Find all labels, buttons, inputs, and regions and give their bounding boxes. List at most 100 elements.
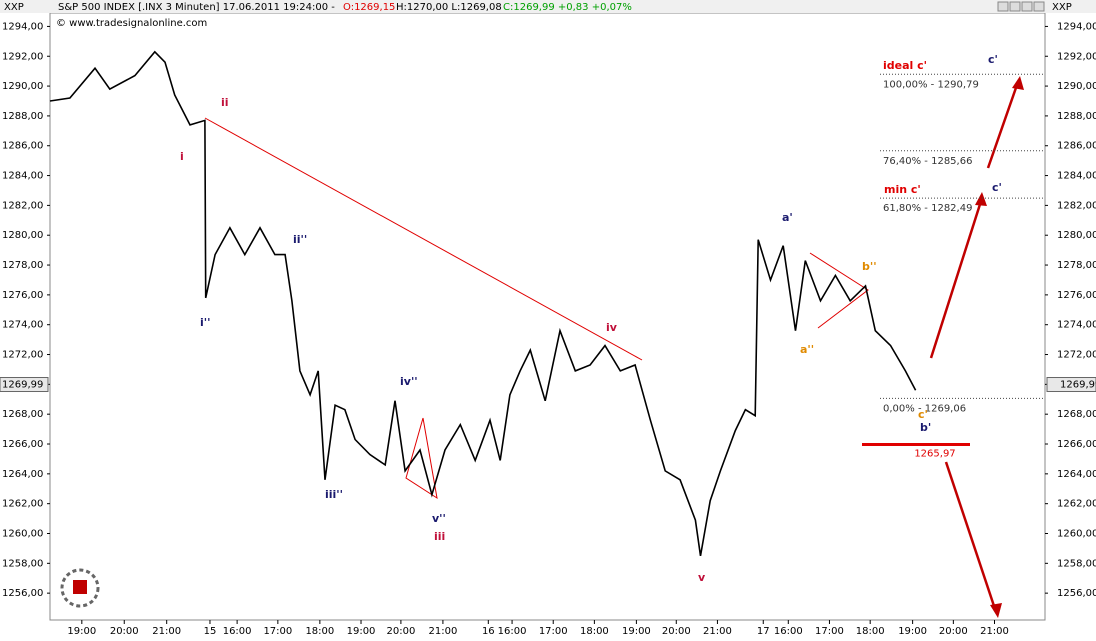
x-tick-label: 20:00 <box>110 626 139 637</box>
x-tick-label: 17 <box>757 626 770 637</box>
x-tick-label: 21:00 <box>152 626 181 637</box>
price-line <box>49 50 917 557</box>
high-low: H:1270,00 L:1269,08 <box>396 2 502 13</box>
wave-label: v <box>698 571 706 584</box>
wave-label: iii'' <box>325 488 343 501</box>
wave-label: min c' <box>884 183 921 196</box>
wave-label: v'' <box>432 512 446 525</box>
button[interactable] <box>1021 1 1033 12</box>
logo-wreath <box>60 568 100 608</box>
wave-label: iii <box>434 530 445 543</box>
x-tick-label: 18:00 <box>580 626 609 637</box>
x-tick-label: 19:00 <box>67 626 96 637</box>
x-tick-label: 20:00 <box>662 626 691 637</box>
open-price: O:1269,15 <box>343 2 395 13</box>
y-tick-label-right: 1272,00 <box>1057 350 1096 361</box>
x-tick-label: 15 <box>204 626 217 637</box>
wave-label: i <box>180 150 184 163</box>
trend-line <box>204 117 643 361</box>
last-price-label: 1269,99 <box>1060 380 1096 391</box>
symbol-right: XXP <box>1052 2 1072 13</box>
logo-figure <box>73 580 87 594</box>
button[interactable] <box>997 1 1009 12</box>
fib-label: 76,40% - 1285,66 <box>883 156 972 167</box>
wave-label: ideal c' <box>883 59 927 72</box>
triangle <box>809 252 869 329</box>
x-tick-label: 20:00 <box>386 626 415 637</box>
x-tick-label: 20:00 <box>939 626 968 637</box>
x-tick-label: 17:00 <box>539 626 568 637</box>
y-tick-label: 1280,00 <box>2 230 43 241</box>
y-tick-label: 1256,00 <box>2 588 43 599</box>
last-price-box <box>0 377 49 393</box>
x-tick-label: 19:00 <box>347 626 376 637</box>
y-tick-label-right: 1294,00 <box>1057 21 1096 32</box>
y-tick-label-right: 1274,00 <box>1057 320 1096 331</box>
plot-frame <box>49 12 1046 621</box>
y-tick-label-right: 1286,00 <box>1057 141 1096 152</box>
y-tick-label: 1292,00 <box>2 51 43 62</box>
last-price-box <box>1046 377 1096 393</box>
wave-label: a'' <box>800 343 814 356</box>
x-tick-label: 16:00 <box>223 626 252 637</box>
x-tick-label: 17:00 <box>815 626 844 637</box>
last-price-label: 1269,99 <box>2 380 43 391</box>
y-tick-label-right: 1282,00 <box>1057 200 1096 211</box>
arrow <box>986 81 1020 169</box>
copyright: © www.tradesignalonline.com <box>56 18 207 29</box>
y-tick-label-right: 1258,00 <box>1057 558 1096 569</box>
arrow <box>944 461 998 613</box>
arrow <box>929 197 984 359</box>
y-tick-label-right: 1280,00 <box>1057 230 1096 241</box>
close-price: C:1269,99 +0,83 +0,07% <box>503 2 632 13</box>
arrow-head <box>975 192 987 206</box>
window-buttons[interactable] <box>997 1 1045 12</box>
y-tick-label: 1286,00 <box>2 141 43 152</box>
x-tick-label: 16 <box>482 626 495 637</box>
wave-label: i'' <box>200 316 211 329</box>
y-tick-label: 1282,00 <box>2 200 43 211</box>
wave-label: ii <box>221 96 229 109</box>
x-tick-label: 21:00 <box>428 626 457 637</box>
header-bar <box>0 0 1096 13</box>
x-tick-label: 21:00 <box>980 626 1009 637</box>
support-label: 1265,97 <box>914 448 955 459</box>
y-tick-label-right: 1276,00 <box>1057 290 1096 301</box>
wave-label: ii'' <box>293 233 307 246</box>
symbol: XXP <box>4 2 24 13</box>
x-tick-label: 18:00 <box>856 626 885 637</box>
wave-label: b'' <box>862 260 877 273</box>
logo <box>60 568 100 608</box>
y-tick-label-right: 1256,00 <box>1057 588 1096 599</box>
fib-label: 61,80% - 1282,49 <box>883 203 972 214</box>
wave-label: iv <box>606 321 618 334</box>
x-tick-label: 16:00 <box>774 626 803 637</box>
wave-label: a' <box>782 211 793 224</box>
y-tick-label: 1294,00 <box>2 21 43 32</box>
wave-label: iv'' <box>400 375 418 388</box>
y-tick-label: 1258,00 <box>2 558 43 569</box>
y-tick-label: 1288,00 <box>2 111 43 122</box>
y-tick-label: 1272,00 <box>2 350 43 361</box>
button[interactable] <box>1033 1 1045 12</box>
y-tick-label-right: 1290,00 <box>1057 81 1096 92</box>
wave-label: c' <box>988 53 998 66</box>
x-tick-label: 17:00 <box>263 626 292 637</box>
arrow-head <box>990 603 1002 618</box>
y-tick-label-right: 1260,00 <box>1057 528 1096 539</box>
y-tick-label-right: 1284,00 <box>1057 171 1096 182</box>
y-tick-label: 1260,00 <box>2 528 43 539</box>
button[interactable] <box>1009 1 1021 12</box>
y-tick-label-right: 1292,00 <box>1057 51 1096 62</box>
y-tick-label: 1276,00 <box>2 290 43 301</box>
instrument: S&P 500 INDEX [.INX 3 Minuten] 17.06.201… <box>58 2 335 13</box>
fib-label: 100,00% - 1290,79 <box>883 79 979 90</box>
x-tick-label: 19:00 <box>622 626 651 637</box>
y-tick-label-right: 1262,00 <box>1057 499 1096 510</box>
arrow-head <box>1012 76 1024 90</box>
x-tick-label: 16:00 <box>498 626 527 637</box>
y-tick-label: 1278,00 <box>2 260 43 271</box>
y-tick-label: 1264,00 <box>2 469 43 480</box>
y-tick-label-right: 1278,00 <box>1057 260 1096 271</box>
